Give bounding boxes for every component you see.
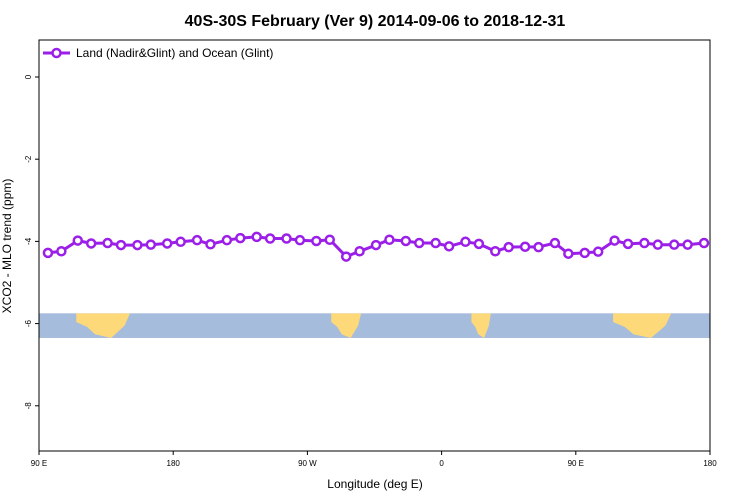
data-point xyxy=(251,231,262,243)
y-tick-label: 0 xyxy=(24,74,33,79)
chart-title: 40S-30S February (Ver 9) 2014-09-06 to 2… xyxy=(185,13,566,30)
data-point xyxy=(235,232,246,244)
data-point xyxy=(443,241,455,252)
data-point xyxy=(563,248,574,259)
x-tick-label: 90 W xyxy=(298,459,317,468)
data-point xyxy=(294,234,306,246)
data-point xyxy=(639,237,650,249)
land-shape xyxy=(471,313,491,338)
legend: Land (Nadir&Glint) and Ocean (Glint) xyxy=(43,46,273,60)
data-point xyxy=(609,235,620,246)
legend-marker xyxy=(51,47,62,59)
x-tick-label: 180 xyxy=(167,459,181,468)
data-point xyxy=(384,234,395,245)
data-point xyxy=(161,238,173,249)
data-point xyxy=(503,241,514,253)
data-point xyxy=(413,237,425,249)
data-point xyxy=(354,246,365,257)
data-point xyxy=(175,236,186,248)
data-point xyxy=(132,239,143,251)
data-point xyxy=(430,237,441,249)
data-point xyxy=(281,233,292,244)
x-tick-label: 90 E xyxy=(31,459,47,468)
x-tick-label: 0 xyxy=(439,459,444,468)
y-tick-label: -2 xyxy=(24,155,33,163)
y-tick-label: -8 xyxy=(24,402,33,410)
x-axis: 90 E 180 90 W 0 90 E 180 xyxy=(31,451,717,468)
data-point xyxy=(668,239,680,250)
data-point xyxy=(191,234,203,246)
x-tick-label: 90 E xyxy=(568,459,584,468)
data-point xyxy=(221,234,233,246)
land-shape xyxy=(76,313,130,338)
data-point xyxy=(324,234,336,245)
data-point xyxy=(460,236,471,248)
data-point xyxy=(264,233,276,244)
data-point xyxy=(42,247,54,259)
data-point xyxy=(579,247,590,259)
y-axis: 0 -2 -4 -6 -8 xyxy=(24,74,39,409)
legend-label: Land (Nadir&Glint) and Ocean (Glint) xyxy=(76,46,273,60)
data-point xyxy=(205,239,216,250)
data-point xyxy=(622,238,634,250)
data-point xyxy=(490,246,501,257)
data-point xyxy=(652,239,664,250)
data-point xyxy=(519,241,531,252)
ocean-band xyxy=(39,313,710,338)
y-tick-label: -4 xyxy=(24,237,33,245)
map-strip xyxy=(39,313,710,338)
data-point xyxy=(102,237,113,249)
series-line xyxy=(42,231,710,262)
data-point xyxy=(592,246,604,257)
data-point xyxy=(400,235,412,247)
x-axis-label: Longitude (deg E) xyxy=(327,477,422,491)
land-shape xyxy=(613,313,672,338)
data-point xyxy=(682,239,693,250)
data-point xyxy=(473,238,485,250)
data-point xyxy=(311,235,322,247)
data-point xyxy=(549,237,561,249)
data-point xyxy=(698,237,710,249)
data-point xyxy=(115,239,127,251)
data-point xyxy=(370,239,382,251)
y-axis-label: XCO2 - MLO trend (ppm) xyxy=(0,179,14,314)
data-point xyxy=(145,239,157,250)
y-tick-label: -6 xyxy=(24,319,33,327)
x-tick-label: 180 xyxy=(703,459,717,468)
data-point xyxy=(56,246,67,257)
data-point xyxy=(72,235,84,246)
data-point xyxy=(533,241,544,253)
data-point xyxy=(340,251,352,262)
data-point xyxy=(85,238,97,249)
plot-frame xyxy=(38,39,711,452)
land-shape xyxy=(331,313,362,338)
